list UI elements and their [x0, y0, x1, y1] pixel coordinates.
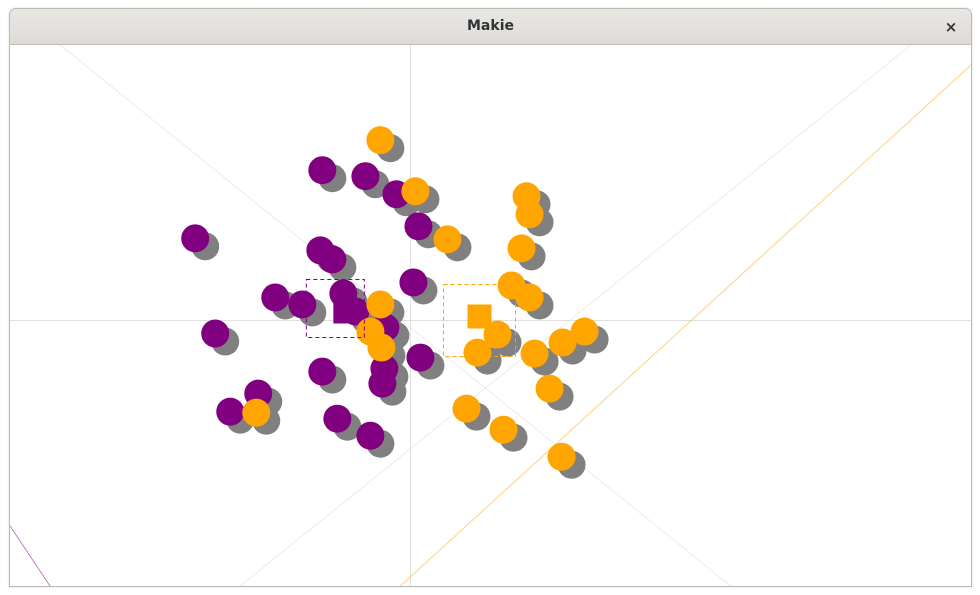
data-point: [548, 328, 577, 357]
data-point: [216, 397, 245, 426]
data-point: [318, 245, 347, 274]
data-point: [401, 177, 430, 206]
data-point: [535, 374, 564, 403]
data-point: [201, 319, 230, 348]
app-window: Makie ×: [9, 8, 972, 587]
data-point: [547, 442, 576, 471]
reference-line-5: [10, 525, 51, 586]
data-point: [261, 283, 290, 312]
close-icon[interactable]: ×: [944, 18, 958, 36]
data-point: [308, 156, 337, 185]
data-point: [367, 333, 396, 362]
data-point: [366, 126, 395, 155]
data-point: [570, 317, 599, 346]
data-point: [368, 369, 397, 398]
data-point: [366, 290, 395, 319]
data-point: [242, 398, 271, 427]
data-point: [520, 339, 549, 368]
data-point: [399, 268, 428, 297]
center-marker: [333, 299, 358, 324]
reference-line-3: [239, 45, 912, 586]
window-title: Makie: [467, 18, 514, 34]
data-point: [181, 224, 210, 253]
title-bar[interactable]: Makie ×: [10, 9, 971, 45]
data-point: [406, 343, 435, 372]
selection-box: [442, 284, 516, 358]
data-point: [351, 162, 380, 191]
data-point: [433, 225, 462, 254]
markers-layer: [181, 126, 599, 471]
data-point: [507, 234, 536, 263]
data-point: [323, 404, 352, 433]
data-point: [356, 421, 385, 450]
center-marker: [467, 304, 492, 329]
data-point: [452, 394, 481, 423]
center-markers-layer: [305, 278, 516, 358]
data-point: [489, 415, 518, 444]
data-point: [515, 283, 544, 312]
reference-line-4: [400, 64, 971, 586]
data-point: [308, 357, 337, 386]
scatter-plot[interactable]: [10, 45, 971, 586]
data-point: [515, 200, 544, 229]
data-point: [404, 212, 433, 241]
plot-canvas[interactable]: [10, 45, 971, 586]
data-point: [288, 290, 317, 319]
data-point: [463, 338, 492, 367]
selection-box: [305, 278, 365, 338]
